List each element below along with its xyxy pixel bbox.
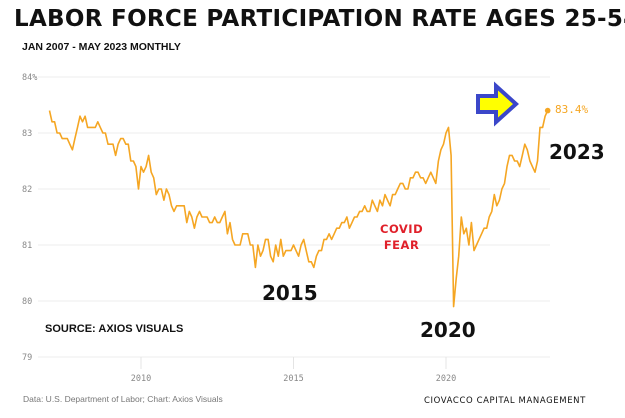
- y-tick-label: 79: [22, 353, 32, 363]
- y-tick-label: 83: [22, 129, 32, 139]
- chart-title: LABOR FORCE PARTICIPATION RATE AGES 25-5…: [14, 6, 625, 32]
- annotation-covid-fear: COVID FEAR: [380, 221, 423, 253]
- arrow-right-icon: [476, 81, 519, 127]
- y-tick-label: 81: [22, 241, 32, 251]
- x-tick-label: 2020: [436, 374, 456, 384]
- source-note: SOURCE: AXIOS VISUALS: [45, 323, 184, 335]
- x-tick-label: 2010: [131, 374, 151, 384]
- covid-line-1: COVID: [380, 222, 424, 236]
- data-credit: Data: U.S. Department of Labor; Chart: A…: [23, 394, 223, 404]
- covid-line-2: FEAR: [383, 238, 420, 252]
- annotation-2020: 2020: [420, 318, 476, 342]
- last-value-label: 83.4%: [555, 103, 589, 116]
- last-point-marker: [544, 107, 551, 114]
- y-tick-label: 82: [22, 185, 32, 195]
- chart-subtitle: JAN 2007 - MAY 2023 MONTHLY: [22, 41, 181, 53]
- x-tick-label: 2015: [283, 374, 303, 384]
- y-tick-label: 84%: [22, 73, 37, 83]
- series-line: [48, 110, 549, 308]
- y-tick-label: 80: [22, 297, 32, 307]
- annotation-2023: 2023: [549, 140, 605, 164]
- brand-name: CIOVACCO CAPITAL MANAGEMENT: [424, 396, 586, 406]
- annotation-2015: 2015: [262, 281, 318, 305]
